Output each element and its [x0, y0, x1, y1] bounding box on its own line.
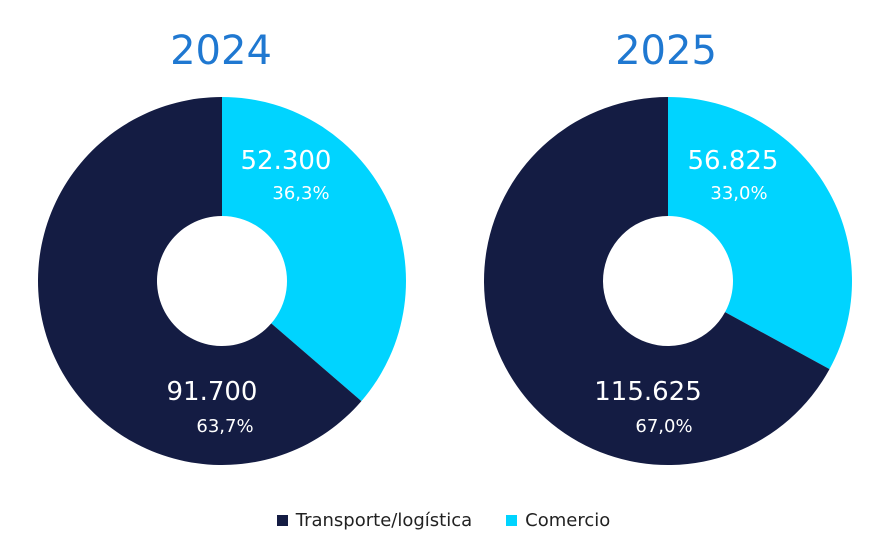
- legend-label-transporte: Transporte/logística: [295, 510, 473, 531]
- percent-label-2025-transporte: 67,0%: [635, 416, 692, 437]
- value-label-2025-transporte: 115.625: [594, 377, 702, 407]
- value-label-2024-comercio: 52.300: [241, 146, 332, 176]
- percent-label-2024-transporte: 63,7%: [196, 416, 253, 437]
- donut-slice-2024-comercio: [222, 97, 406, 402]
- donut-slice-2025-comercio: [668, 97, 852, 370]
- legend-swatch-comercio: [506, 515, 518, 526]
- legend-label-comercio: Comercio: [525, 510, 611, 531]
- percent-label-2025-comercio: 33,0%: [710, 183, 767, 204]
- chart-legend: Transporte/logística Comercio: [0, 510, 887, 531]
- donut-slice-2025-transporte: [483, 97, 830, 466]
- percent-label-2024-comercio: 36,3%: [272, 183, 329, 204]
- donut-slice-2024-transporte: [38, 97, 362, 465]
- chart-title-2025: 2025: [615, 28, 717, 74]
- legend-item-transporte: Transporte/logística: [276, 510, 473, 531]
- chart-title-2024: 2024: [170, 28, 272, 74]
- value-label-2025-comercio: 56.825: [688, 146, 779, 176]
- legend-swatch-transporte: [276, 515, 288, 526]
- legend-item-comercio: Comercio: [506, 510, 610, 531]
- value-label-2024-transporte: 91.700: [167, 377, 258, 407]
